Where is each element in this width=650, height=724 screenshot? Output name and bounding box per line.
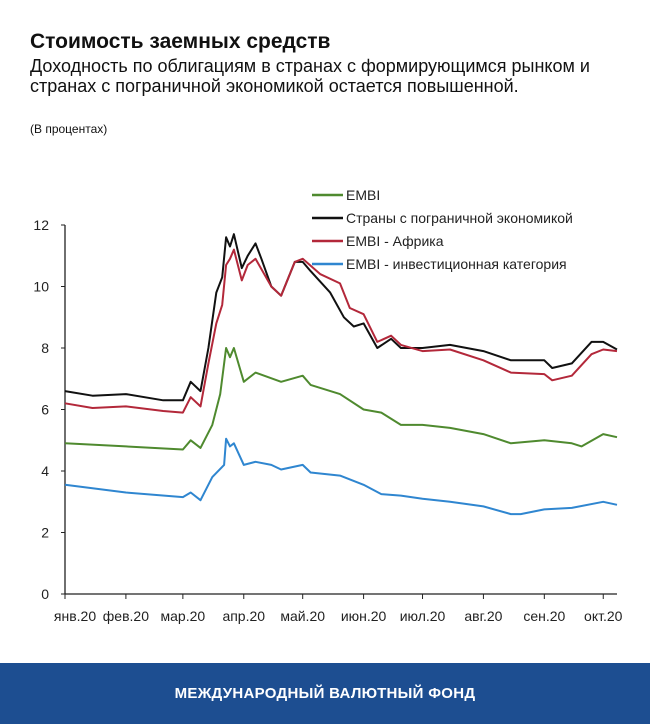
- x-tick-label: окт.20: [584, 608, 623, 624]
- legend-label-2: EMBI - Африка: [346, 233, 444, 249]
- footer-label: МЕЖДУНАРОДНЫЙ ВАЛЮТНЫЙ ФОНД: [174, 685, 476, 702]
- y-tick-label: 2: [41, 525, 49, 541]
- series-line-2: [64, 248, 618, 414]
- x-tick-label: авг.20: [464, 608, 502, 624]
- y-tick-label: 12: [33, 217, 49, 233]
- x-tick-label: мар.20: [161, 608, 206, 624]
- y-tick-label: 10: [33, 279, 49, 295]
- chart-subtitle: Доходность по облигациям в странах с фор…: [30, 56, 590, 96]
- legend-label-3: EMBI - инвестиционная категория: [346, 256, 567, 272]
- x-tick-label: фев.20: [103, 608, 149, 624]
- y-tick-label: 4: [41, 463, 49, 479]
- y-tick-label: 8: [41, 340, 49, 356]
- units-label: (В процентах): [30, 122, 108, 136]
- chart-title: Стоимость заемных средств: [30, 30, 331, 53]
- x-tick-label: июл.20: [400, 608, 446, 624]
- legend-label-1: Страны с пограничной экономикой: [346, 210, 573, 226]
- x-tick-label: июн.20: [341, 608, 387, 624]
- x-tick-label: янв.20: [54, 608, 96, 624]
- series-line-3: [64, 437, 618, 516]
- series-line-0: [64, 347, 618, 451]
- legend-label-0: EMBI: [346, 187, 380, 203]
- x-tick-label: май.20: [280, 608, 325, 624]
- x-tick-label: сен.20: [523, 608, 565, 624]
- y-tick-label: 0: [41, 586, 49, 602]
- x-tick-label: апр.20: [222, 608, 265, 624]
- footer-banner: МЕЖДУНАРОДНЫЙ ВАЛЮТНЫЙ ФОНД: [0, 663, 650, 724]
- line-chart: 0 2 4 6 8 10 12 янв.20 фев.20 мар.20 апр.20 май.20 и…: [33, 187, 623, 624]
- y-tick-label: 6: [41, 402, 49, 418]
